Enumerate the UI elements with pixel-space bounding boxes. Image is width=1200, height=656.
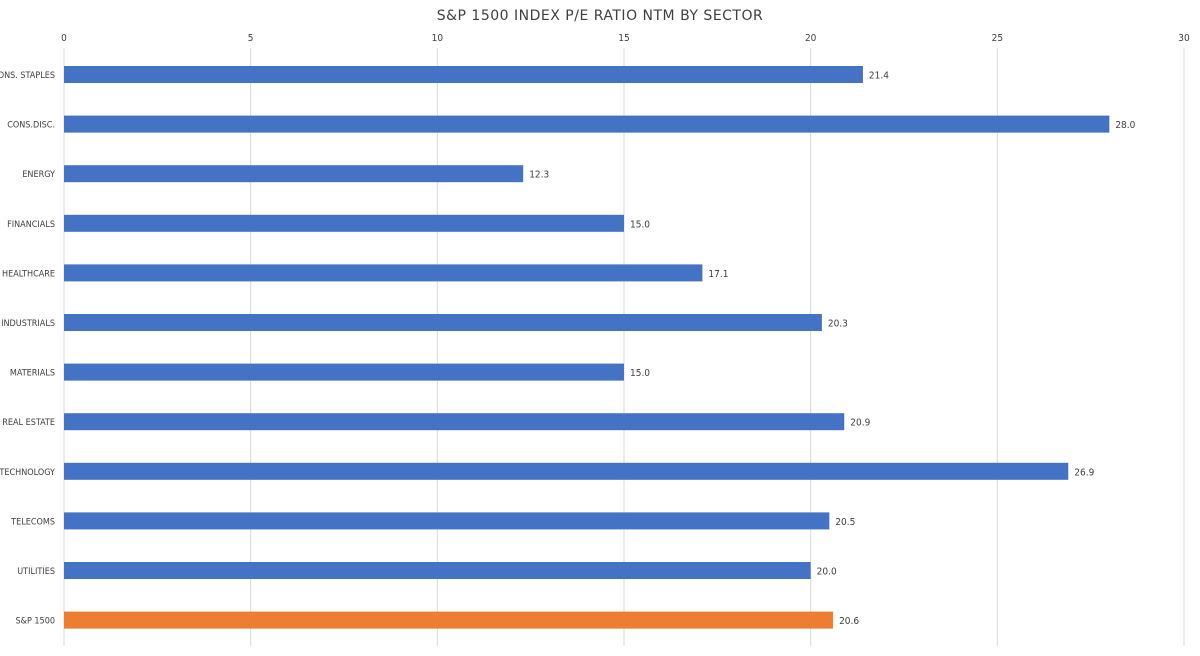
data-label: 17.1 <box>708 269 728 280</box>
category-label: INDUSTRIALS <box>1 319 55 329</box>
category-label: UTILITIES <box>17 567 55 577</box>
data-label: 20.3 <box>828 319 848 330</box>
data-label: 15.0 <box>630 368 650 379</box>
data-label: 20.5 <box>835 517 855 528</box>
x-tick-label: 30 <box>1178 33 1190 44</box>
data-label: 26.9 <box>1074 467 1094 478</box>
x-tick-label: 0 <box>61 33 67 44</box>
bar <box>64 165 524 183</box>
bar <box>64 562 811 579</box>
x-tick-label: 5 <box>248 33 254 44</box>
category-label: CONS. STAPLES <box>0 71 55 81</box>
category-label: TECHNOLOGY <box>0 468 55 478</box>
chart-title: S&P 1500 INDEX P/E RATIO NTM BY SECTOR <box>436 8 764 24</box>
x-tick-label: 10 <box>432 33 444 44</box>
data-label: 15.0 <box>630 219 650 230</box>
bar <box>64 413 845 431</box>
bar <box>64 611 834 629</box>
data-label: 20.9 <box>850 418 870 429</box>
data-label: 12.3 <box>529 170 549 181</box>
data-label: 20.0 <box>817 567 837 578</box>
category-label: HEALTHCARE <box>2 269 55 279</box>
category-label: FINANCIALS <box>7 220 55 230</box>
data-label: 20.6 <box>839 616 859 627</box>
bar <box>64 462 1069 480</box>
category-label: MATERIALS <box>10 369 55 379</box>
bar <box>64 314 822 331</box>
category-label: CONS.DISC. <box>7 121 55 131</box>
bar <box>64 363 624 381</box>
x-tick-label: 20 <box>805 33 817 44</box>
bar <box>64 264 703 282</box>
category-label: REAL ESTATE <box>2 418 55 428</box>
x-tick-label: 15 <box>618 33 629 44</box>
data-label: 21.4 <box>869 71 889 82</box>
x-tick-label: 25 <box>992 33 1003 44</box>
category-label: S&P 1500 <box>15 617 55 627</box>
bar <box>64 512 830 530</box>
bar <box>64 214 624 232</box>
category-label: ENERGY <box>22 170 55 180</box>
data-label: 28.0 <box>1115 120 1135 131</box>
bar <box>64 115 1110 133</box>
category-label: TELECOMS <box>10 517 55 527</box>
bar <box>64 66 863 83</box>
